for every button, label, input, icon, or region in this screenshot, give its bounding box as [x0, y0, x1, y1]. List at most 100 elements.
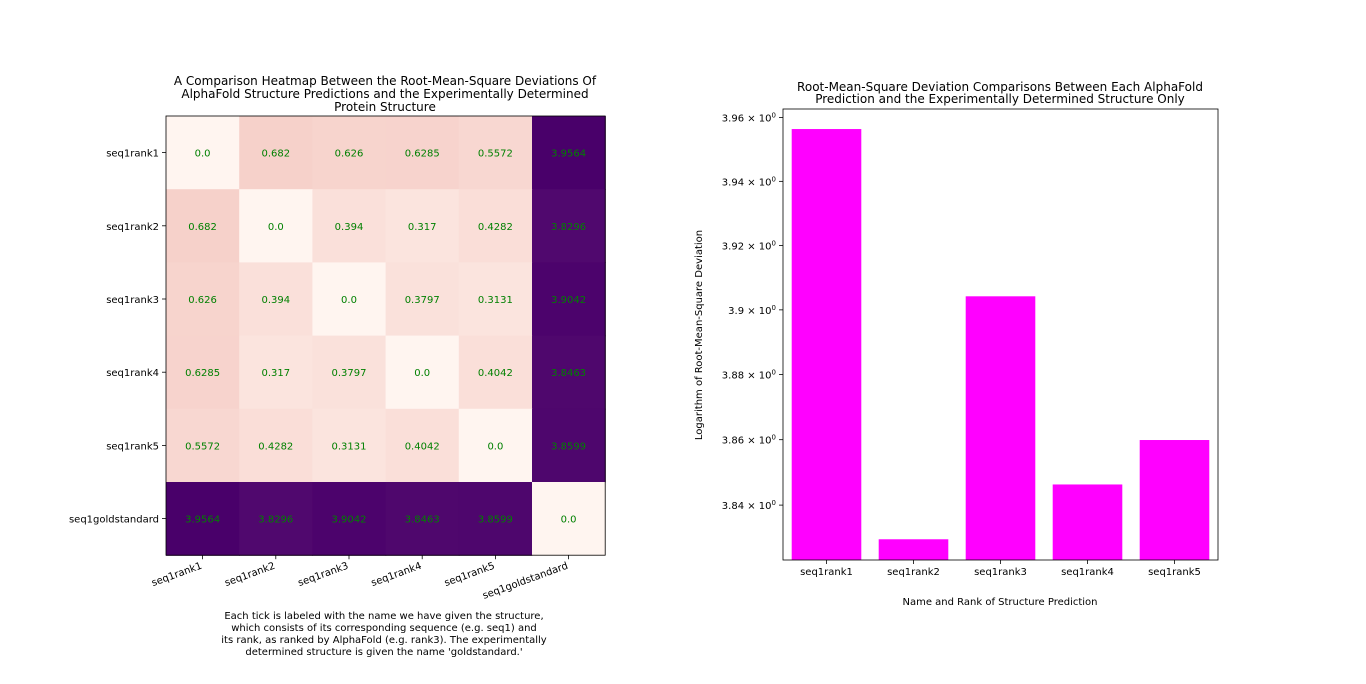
- heatmap-caption-line: Each tick is labeled with the name we ha…: [224, 611, 543, 622]
- heatmap-cell: [458, 189, 533, 263]
- bar: [791, 129, 862, 560]
- heatmap-cell: [458, 116, 533, 190]
- heatmap-cell-label: 0.6285: [405, 149, 440, 160]
- heatmap-cell: [239, 482, 313, 556]
- bar: [878, 539, 949, 560]
- bar: [965, 296, 1036, 560]
- heatmap-cell-label: 3.8463: [551, 368, 586, 379]
- heatmap-cell: [458, 262, 533, 337]
- heatmap-title-line: A Comparison Heatmap Between the Root-Me…: [174, 74, 597, 88]
- bar-y-tick-label: 3.92 × 100: [722, 239, 776, 252]
- heatmap-title-line: Protein Structure: [334, 100, 436, 114]
- heatmap-row-label: seq1rank4: [106, 368, 159, 379]
- heatmap-cell-label: 0.682: [261, 149, 290, 160]
- heatmap-col-label: seq1rank4: [370, 561, 423, 589]
- heatmap-cell-label: 0.4042: [405, 441, 440, 452]
- heatmap-cell: [312, 262, 387, 337]
- heatmap-caption-line: its rank, as ranked by AlphaFold (e.g. r…: [221, 635, 547, 646]
- heatmap-cell-label: 0.0: [561, 515, 577, 526]
- heatmap-cell: [458, 408, 533, 483]
- heatmap-cell-label: 0.626: [335, 149, 364, 160]
- heatmap-cell: [166, 335, 240, 410]
- heatmap-cell: [385, 335, 460, 410]
- heatmap-cell: [239, 189, 313, 263]
- bar-title-line: Prediction and the Experimentally Determ…: [815, 92, 1185, 106]
- heatmap-title-line: AlphaFold Structure Predictions and the …: [181, 87, 588, 101]
- heatmap-cell: [385, 189, 460, 263]
- heatmap-cell: [166, 116, 240, 190]
- bar-y-tick-label: 3.96 × 100: [722, 112, 776, 125]
- heatmap-cell: [312, 189, 387, 263]
- heatmap-cell-label: 0.3131: [478, 295, 513, 306]
- heatmap-cell-label: 0.5572: [478, 149, 513, 160]
- heatmap-cell: [312, 335, 387, 410]
- heatmap-cell-label: 0.3797: [332, 368, 367, 379]
- heatmap-cell: [532, 116, 606, 190]
- heatmap-cell-label: 0.0: [414, 368, 430, 379]
- heatmap-cell-label: 0.0: [195, 149, 211, 160]
- heatmap-panel: A Comparison Heatmap Between the Root-Me…: [69, 74, 606, 658]
- bar-y-tick-label: 3.84 × 100: [722, 499, 776, 512]
- heatmap-cell: [532, 262, 606, 337]
- heatmap-cell-label: 0.0: [341, 295, 357, 306]
- bar-panel: Root-Mean-Square Deviation Comparisons B…: [694, 80, 1219, 608]
- heatmap-cell-label: 0.4282: [258, 441, 293, 452]
- heatmap-cell: [385, 116, 460, 190]
- heatmap-cell: [166, 262, 240, 337]
- heatmap-cell: [239, 408, 313, 483]
- heatmap-cell-label: 3.9042: [551, 295, 586, 306]
- bar-x-tick-label: seq1rank5: [1148, 567, 1201, 578]
- bar-y-tick-label: 3.86 × 100: [722, 434, 776, 447]
- heatmap-cell-label: 3.9564: [185, 515, 220, 526]
- heatmap-row-label: seq1goldstandard: [69, 515, 159, 526]
- heatmap-cell-label: 0.317: [408, 222, 437, 233]
- heatmap-cell: [385, 408, 460, 483]
- heatmap-cell: [166, 189, 240, 263]
- heatmap-cell-label: 3.9564: [551, 149, 586, 160]
- heatmap-cell: [312, 116, 387, 190]
- heatmap-cell: [239, 335, 313, 410]
- heatmap-cell-label: 0.4042: [478, 368, 513, 379]
- heatmap-col-label: seq1rank3: [297, 561, 350, 589]
- heatmap-col-label: seq1rank5: [443, 561, 496, 589]
- heatmap-cell: [239, 116, 313, 190]
- heatmap-cell-label: 0.3797: [405, 295, 440, 306]
- heatmap-cell-label: 0.5572: [185, 441, 220, 452]
- heatmap-cell: [166, 482, 240, 556]
- heatmap-cell-label: 0.626: [188, 295, 217, 306]
- heatmap-col-label: seq1rank1: [150, 561, 203, 589]
- heatmap-cell-label: 3.8599: [551, 441, 586, 452]
- heatmap-cell-label: 0.394: [261, 295, 290, 306]
- heatmap-cell-label: 3.9042: [332, 515, 367, 526]
- heatmap-cell: [166, 408, 240, 483]
- heatmap-cell: [532, 408, 606, 483]
- heatmap-row-label: seq1rank5: [106, 441, 159, 452]
- heatmap-cell: [532, 189, 606, 263]
- bar-x-axis-label: Name and Rank of Structure Prediction: [902, 597, 1097, 608]
- heatmap-cell-label: 0.3131: [332, 441, 367, 452]
- heatmap-cell: [312, 408, 387, 483]
- bar-y-tick-label: 3.9 × 100: [728, 304, 776, 317]
- heatmap-cell-label: 0.4282: [478, 222, 513, 233]
- heatmap-frame: [165, 115, 606, 556]
- bar: [1052, 484, 1123, 560]
- heatmap-col-label: seq1rank2: [223, 561, 276, 589]
- heatmap-caption-line: which consists of its corresponding sequ…: [231, 623, 537, 634]
- heatmap-caption-line: determined structure is given the name '…: [245, 647, 522, 658]
- heatmap-cell: [532, 335, 606, 410]
- heatmap-cell: [458, 335, 533, 410]
- bar-title-line: Root-Mean-Square Deviation Comparisons B…: [797, 80, 1203, 94]
- bar-x-tick-label: seq1rank1: [800, 567, 853, 578]
- heatmap-cell-label: 0.317: [261, 368, 290, 379]
- bar-x-tick-label: seq1rank2: [887, 567, 940, 578]
- heatmap-cell-label: 0.394: [335, 222, 364, 233]
- heatmap-row-label: seq1rank3: [106, 295, 159, 306]
- heatmap-cell-label: 3.8296: [258, 515, 293, 526]
- heatmap-cell: [312, 482, 387, 556]
- heatmap-cell: [532, 482, 606, 556]
- heatmap-cell: [385, 262, 460, 337]
- bar-frame: [782, 108, 1219, 561]
- bar-y-tick-label: 3.88 × 100: [722, 369, 776, 382]
- bar-y-axis-label: Logarithm of Root-Mean-Square Deviation: [694, 230, 705, 440]
